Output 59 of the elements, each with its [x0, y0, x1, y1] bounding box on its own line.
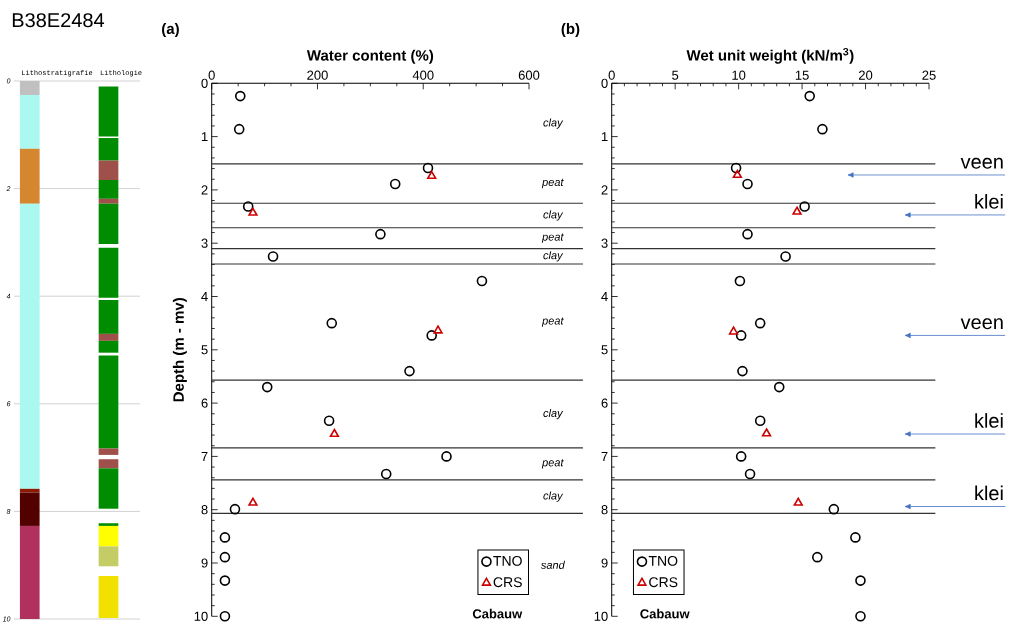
x-axis-title: Water content (%)	[306, 49, 434, 64]
x-tick-label: 20	[858, 70, 873, 80]
y-tick-label: 9	[601, 558, 608, 568]
y-tick-label: 5	[201, 345, 208, 355]
text: veen	[960, 318, 1003, 330]
x-tick-label: 200	[307, 70, 328, 80]
legend-label: CRS	[649, 577, 678, 588]
y-tick-label: 1	[601, 132, 608, 142]
y-tick-label: 2	[601, 185, 608, 195]
x-tick-label: 400	[412, 70, 434, 80]
y-tick-label: 10	[594, 611, 608, 621]
x-tick-label: 5	[672, 70, 679, 80]
y-tick-label: 5	[601, 345, 608, 355]
y-tick-label: 4	[601, 292, 608, 301]
text: peat	[541, 317, 564, 327]
chart-title: (a)	[162, 23, 179, 37]
legend-label: CRS	[493, 577, 522, 588]
text: klei	[975, 413, 1003, 428]
y-tick-label: 9	[201, 558, 208, 568]
y-tick-label: 10	[194, 611, 208, 621]
text: clay	[543, 491, 564, 502]
text: clay	[543, 118, 564, 129]
text: veen	[960, 157, 1003, 169]
y-tick-label: 6	[201, 398, 208, 408]
x-tick-label: 10	[732, 70, 746, 80]
y-tick-label: 7	[201, 451, 208, 461]
y-tick-label: 3	[601, 238, 608, 248]
y-tick-label: 3	[201, 238, 208, 248]
y-tick-label: 0	[601, 78, 608, 88]
annotation: Cabauw	[472, 608, 523, 619]
y-tick-label: 6	[601, 398, 608, 408]
text: clay	[543, 251, 564, 262]
annotation: Cabauw	[640, 608, 690, 619]
text: klei	[975, 194, 1003, 209]
chart-title: (b)	[561, 23, 580, 37]
y-tick-label: 2	[201, 185, 208, 195]
legend-label: TNO	[493, 555, 522, 566]
text: sand	[540, 560, 565, 569]
y-axis-title: Depth (m - mv)	[172, 298, 187, 402]
text: clay	[543, 210, 564, 221]
x-tick-label: 0	[608, 70, 615, 80]
text: peat	[541, 178, 564, 189]
y-tick-label: 1	[201, 132, 208, 142]
y-tick-label: 0	[201, 78, 208, 88]
y-tick-label: 7	[601, 451, 608, 461]
x-axis-title: Wet unit weight (kN/m$^{3}$)	[686, 47, 854, 64]
text: clay	[543, 408, 564, 420]
text: peat	[541, 233, 564, 243]
legend-label: TNO	[648, 555, 678, 566]
text: klei	[975, 485, 1003, 501]
x-tick-label: 25	[922, 70, 936, 80]
text: peat	[541, 459, 564, 469]
chart-title: B38E2484	[12, 13, 105, 28]
y-tick-label: 4	[201, 292, 208, 301]
x-tick-label: 600	[518, 70, 540, 80]
y-tick-label: 8	[201, 505, 208, 515]
x-tick-label: 15	[795, 70, 809, 80]
x-tick-label: 0	[208, 70, 215, 80]
y-tick-label: 8	[601, 505, 608, 515]
